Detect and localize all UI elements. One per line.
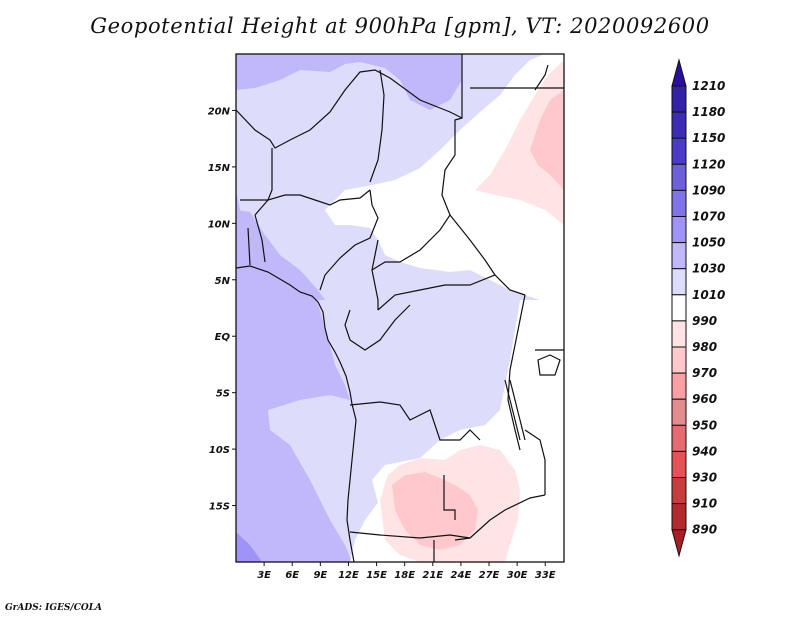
colorbar-label: 1070	[692, 210, 725, 224]
colorbar-label: 940	[692, 444, 717, 458]
y-tick-label: 10S	[209, 445, 230, 456]
field-north-1030-1050	[236, 54, 462, 110]
x-tick-label: 3E	[257, 570, 271, 581]
colorbar-box	[671, 137, 687, 165]
x-tick-label: 33E	[535, 570, 556, 581]
colorbar-box	[671, 320, 687, 348]
colorbar-box	[671, 163, 687, 191]
border-angola-namibia	[349, 531, 471, 539]
colorbar-box	[671, 294, 687, 322]
field-pink-ne-970-980	[530, 90, 564, 190]
field-nw-1030-1050	[236, 210, 325, 300]
y-tick-label: 15S	[209, 502, 230, 513]
y-tick-label: 5S	[216, 389, 230, 400]
y-tick-label: 20N	[208, 106, 231, 117]
colorbar-label: 1150	[692, 131, 725, 145]
colorbar-box	[671, 450, 687, 478]
colorbar-box	[671, 111, 687, 139]
border-angola-drc	[349, 401, 481, 441]
colorbar-label: 890	[692, 523, 717, 537]
field-pink-s-970-980	[392, 472, 478, 550]
x-tick-label: 12E	[338, 570, 359, 581]
y-axis: 20N 15N 10N 5N EQ 5S 10S 15S	[208, 106, 236, 513]
lake-tanganyika	[504, 379, 526, 441]
border-zambia-south	[454, 494, 546, 541]
colorbar-label: 990	[692, 314, 717, 328]
colorbar-label: 930	[692, 471, 717, 485]
border-drc-west	[344, 304, 411, 351]
colorbar-top-arrow	[671, 58, 687, 87]
colorbar-box	[671, 424, 687, 452]
colorbar-label: 1210	[692, 79, 725, 93]
colorbar-label: 950	[692, 418, 717, 432]
field-pink-ne-980-990	[475, 60, 564, 225]
border-algeria-niger	[236, 69, 463, 149]
border-drc-east	[507, 294, 526, 451]
border-cameroon-car	[371, 239, 379, 310]
shaded-field	[236, 54, 564, 562]
credit-text: GrADS: IGES/COLA	[5, 603, 103, 613]
x-tick-label: 15E	[366, 570, 387, 581]
x-tick-label: 18E	[394, 570, 415, 581]
field-ocean-1030-1050	[236, 54, 352, 562]
colorbar-label: 910	[692, 497, 717, 511]
x-tick-label: 6E	[285, 570, 299, 581]
colorbar: 1210 1180 1150 1120 1090 1070 1050 1030 1010 990 9…	[671, 58, 725, 558]
border-togo	[247, 227, 251, 266]
x-tick-label: 21E	[422, 570, 443, 581]
x-tick-label: 24E	[451, 570, 472, 581]
colorbar-box	[671, 372, 687, 400]
x-tick-label: 27E	[479, 570, 500, 581]
nile-feature	[534, 64, 549, 91]
coastline-west	[236, 265, 357, 562]
field-ocean-1050-1070	[236, 532, 262, 562]
colorbar-box	[671, 189, 687, 217]
x-axis: 3E 6E 9E 12E 15E 18E 21E 24E 27E 30E 33E	[257, 562, 556, 581]
y-tick-label: EQ	[215, 332, 231, 343]
colorbar-label: 1050	[692, 236, 725, 250]
map-title: Geopotential Height at 900hPa [gpm], VT:…	[90, 14, 710, 38]
y-tick-label: 15N	[208, 163, 231, 174]
map-frame	[235, 53, 565, 563]
border-libya-sudan	[441, 54, 463, 216]
y-tick-label: 5N	[215, 276, 231, 287]
colorbar-box	[671, 85, 687, 113]
border-chad-east	[369, 69, 385, 183]
colorbar-box	[671, 346, 687, 374]
colorbar-label: 1180	[692, 105, 725, 119]
colorbar-label: 970	[692, 366, 717, 380]
colorbar-label: 960	[692, 392, 717, 406]
border-tanzania	[524, 429, 546, 495]
x-tick-label: 30E	[507, 570, 528, 581]
colorbar-label: 1030	[692, 262, 725, 276]
border-benin	[254, 214, 266, 263]
border-car-north	[371, 213, 496, 276]
lake-victoria	[537, 354, 561, 376]
colorbar-label: 1120	[692, 157, 725, 171]
y-tick-label: 10N	[208, 219, 231, 230]
colorbar-box	[671, 216, 687, 244]
border-angola-zambia	[443, 475, 456, 520]
border-niger-west	[240, 148, 273, 201]
colorbar-box	[671, 477, 687, 505]
colorbar-box	[671, 398, 687, 426]
border-car-south	[377, 274, 526, 311]
colorbar-label: 1090	[692, 183, 725, 197]
colorbar-label: 1010	[692, 288, 725, 302]
colorbar-bottom-arrow	[671, 529, 687, 558]
border-niger-nigeria	[254, 189, 371, 216]
colorbar-box	[671, 503, 687, 531]
colorbar-box	[671, 268, 687, 296]
colorbar-label: 980	[692, 340, 717, 354]
country-borders	[236, 54, 564, 562]
x-tick-label: 9E	[313, 570, 327, 581]
colorbar-box	[671, 242, 687, 270]
border-nigeria-cameroon	[319, 189, 379, 291]
